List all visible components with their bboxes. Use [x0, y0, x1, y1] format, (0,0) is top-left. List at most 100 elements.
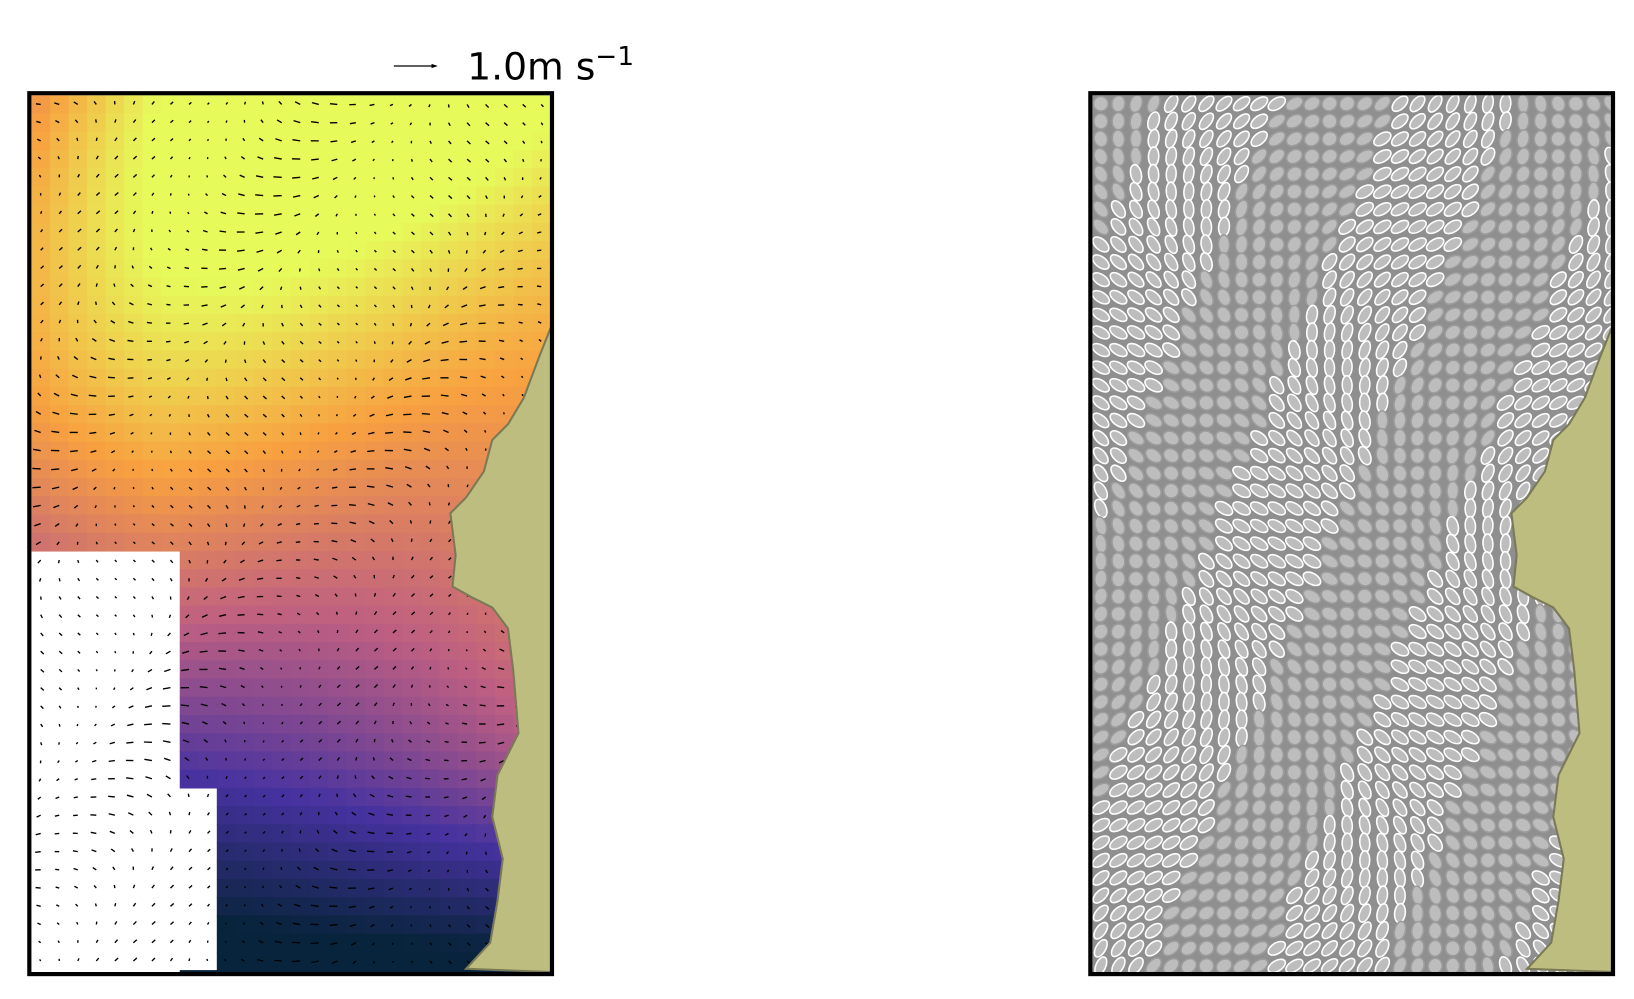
ellipse-mark [1165, 181, 1177, 202]
ellipse-mark [1163, 728, 1179, 747]
ellipse-mark [1549, 307, 1568, 323]
velocity-arrow [55, 886, 60, 889]
field-cell [476, 751, 496, 771]
ellipse-mark [1303, 465, 1321, 482]
ellipse-mark [1110, 217, 1127, 236]
ellipse-mark [1603, 306, 1611, 324]
velocity-arrow [188, 811, 191, 816]
field-cell [494, 295, 515, 315]
ellipse-mark [1515, 218, 1532, 235]
velocity-arrow [95, 119, 97, 123]
ellipse-mark [1286, 763, 1303, 781]
velocity-arrow [221, 322, 227, 327]
ellipse-mark [1426, 130, 1444, 148]
field-cell [309, 806, 329, 825]
velocity-arrow [392, 195, 395, 199]
ellipse-mark [1425, 729, 1445, 745]
ellipse-mark [1145, 957, 1163, 972]
ellipse-mark [1356, 570, 1374, 587]
field-cell [31, 332, 51, 352]
ellipse-mark [1268, 165, 1286, 183]
field-cell [383, 878, 403, 898]
ellipse-mark [1144, 306, 1163, 323]
ellipse-mark [1109, 271, 1128, 288]
velocity-arrow [480, 778, 486, 782]
ellipse-mark [1374, 517, 1391, 535]
velocity-arrow [336, 268, 340, 272]
ellipse-mark [1339, 728, 1356, 747]
ellipse-mark [1550, 711, 1567, 728]
ellipse-mark [1408, 570, 1427, 588]
field-cell [439, 350, 459, 370]
velocity-arrow [77, 577, 81, 582]
velocity-arrow [298, 648, 301, 652]
ellipse-mark [1303, 447, 1321, 465]
field-cell [309, 186, 329, 206]
field-cell [253, 204, 274, 224]
ellipse-mark [1391, 781, 1408, 799]
field-cell [124, 295, 144, 315]
field-cell [161, 277, 181, 297]
ellipse-mark [1496, 394, 1515, 411]
ellipse-mark [1497, 429, 1514, 447]
velocity-arrow [311, 101, 319, 106]
ellipse-mark [1269, 763, 1285, 782]
ellipse-mark [1145, 535, 1162, 552]
ellipse-mark [1144, 395, 1164, 411]
velocity-arrow [169, 541, 174, 545]
ellipse-mark [1323, 357, 1336, 378]
velocity-arrow [368, 905, 375, 909]
velocity-arrow [313, 866, 320, 871]
velocity-arrow [169, 101, 174, 105]
velocity-arrow [113, 687, 116, 691]
field-cell [272, 733, 292, 753]
ellipse-mark [1197, 834, 1216, 851]
field-cell [290, 131, 311, 151]
velocity-arrow [126, 741, 134, 744]
ellipse-mark [1480, 904, 1496, 922]
velocity-arrow [392, 304, 396, 308]
velocity-arrow [162, 686, 171, 690]
ellipse-mark [1531, 307, 1551, 323]
velocity-arrow [410, 556, 414, 561]
field-cell [87, 350, 107, 370]
ellipse-mark [1584, 342, 1603, 358]
field-cell [31, 113, 51, 133]
ellipse-mark [1092, 623, 1109, 641]
field-cell [68, 113, 88, 133]
ellipse-mark [1267, 904, 1286, 922]
velocity-arrow [58, 632, 63, 637]
velocity-arrow [206, 921, 210, 925]
ellipse-mark [1199, 604, 1214, 624]
velocity-arrow [499, 249, 505, 254]
ellipse-mark [1410, 375, 1426, 395]
velocity-arrow [225, 849, 229, 853]
field-cell [476, 660, 496, 680]
velocity-arrow [53, 392, 60, 397]
ellipse-mark [1129, 163, 1143, 185]
velocity-arrow [225, 413, 230, 418]
ellipse-mark [1216, 130, 1232, 148]
ellipse-mark [1409, 816, 1426, 835]
field-cell [494, 368, 515, 388]
velocity-arrow [429, 942, 433, 946]
ellipse-mark [1180, 517, 1198, 535]
velocity-arrow [464, 832, 468, 837]
ellipse-mark [1302, 588, 1322, 605]
field-cell [346, 95, 366, 115]
ellipse-mark [1585, 95, 1602, 113]
velocity-arrow [206, 977, 208, 979]
ellipse-mark [1496, 747, 1515, 763]
velocity-arrow [410, 574, 415, 579]
ellipse-mark [1321, 641, 1338, 658]
field-cell [235, 642, 255, 661]
ellipse-mark [1216, 324, 1232, 341]
velocity-arrow [40, 338, 43, 342]
ellipse-mark [1214, 447, 1234, 464]
ellipse-mark [1479, 428, 1496, 448]
ellipse-mark [1092, 852, 1110, 869]
velocity-arrow [93, 100, 97, 105]
ellipse-mark [1109, 782, 1128, 798]
velocity-arrow [332, 468, 338, 471]
ellipse-mark [1268, 218, 1285, 236]
